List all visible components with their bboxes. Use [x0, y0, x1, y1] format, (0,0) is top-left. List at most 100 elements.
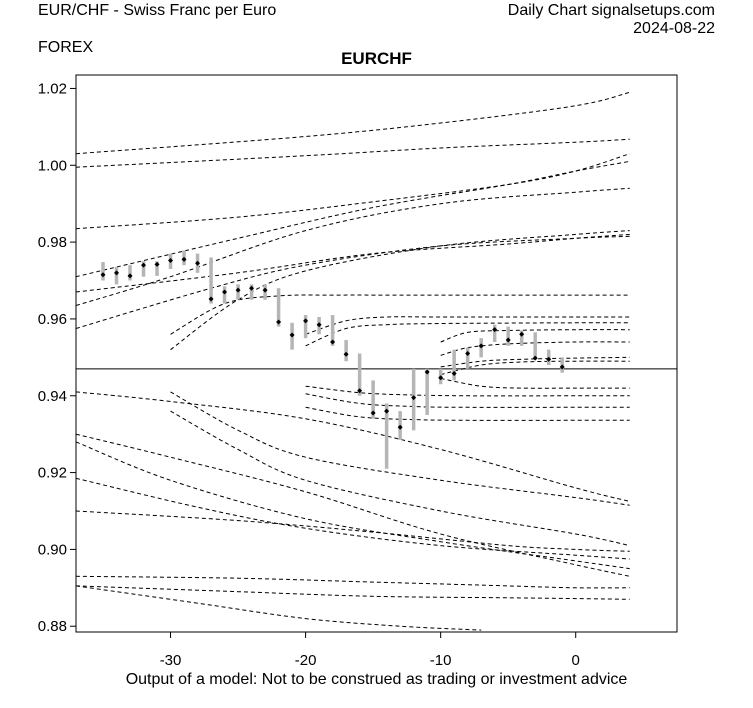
- projection-curve-23: [76, 433, 630, 577]
- close-marker: [343, 351, 349, 357]
- price-bar: [222, 286, 228, 304]
- close-marker: [478, 343, 484, 349]
- price-bar: [357, 353, 363, 396]
- price-bar: [465, 347, 471, 369]
- disclaimer: Output of a model: Not to be construed a…: [125, 671, 628, 688]
- price-bar: [532, 332, 538, 361]
- close-marker: [316, 322, 322, 328]
- close-marker: [411, 395, 417, 401]
- plot-frame: [75, 74, 678, 633]
- price-bar: [519, 330, 525, 346]
- price-bar: [397, 411, 403, 440]
- close-marker: [195, 260, 201, 266]
- projection-curve-27: [76, 575, 630, 589]
- projection-curve-28: [76, 585, 630, 600]
- projection-curve-10: [305, 316, 630, 335]
- close-marker: [370, 410, 376, 416]
- projection-curve-21: [170, 391, 630, 506]
- price-bar: [195, 253, 201, 273]
- close-marker: [100, 272, 106, 278]
- projection-curve-1: [76, 91, 630, 155]
- price-bar: [249, 284, 255, 300]
- price-bar: [262, 284, 268, 300]
- close-marker: [438, 375, 444, 381]
- price-bar: [181, 250, 187, 266]
- chart-title: EURCHF: [341, 49, 412, 68]
- projection-curve-5: [76, 187, 630, 306]
- x-tick-label: -20: [295, 652, 317, 669]
- y-tick-label: 0.96: [38, 311, 67, 328]
- close-marker: [492, 327, 498, 333]
- close-marker: [546, 356, 552, 362]
- close-marker: [465, 351, 471, 356]
- y-axis: 0.88 0.90 0.92 0.94 0.96 0.98 1.00 1.02: [38, 80, 76, 635]
- price-bar: [478, 338, 484, 358]
- price-bar: [276, 288, 282, 327]
- price-bar: [559, 357, 565, 373]
- projection-curve-26: [76, 510, 630, 552]
- projection-curve-2: [76, 138, 630, 168]
- projection-curve-20: [76, 391, 630, 502]
- close-marker: [208, 296, 214, 302]
- projection-curve-19: [305, 406, 630, 421]
- projection-curve-3: [76, 153, 630, 230]
- close-marker: [262, 287, 268, 293]
- projection-curve-16: [440, 378, 630, 389]
- close-marker: [397, 424, 403, 430]
- projection-curve-24: [76, 441, 630, 570]
- price-bar: [546, 349, 552, 366]
- projection-curve-9: [170, 294, 630, 335]
- price-bar: [330, 315, 336, 346]
- price-bar: [114, 267, 120, 285]
- price-bar: [316, 317, 322, 335]
- price-bar: [289, 322, 295, 350]
- chart-date: 2024-08-22: [633, 20, 715, 37]
- projection-curve-11: [305, 322, 630, 347]
- price-bar: [168, 253, 174, 269]
- y-tick-label: 0.94: [38, 388, 67, 405]
- close-marker: [289, 332, 295, 338]
- close-marker: [451, 370, 457, 376]
- x-tick-label: 0: [572, 652, 580, 669]
- price-bar: [451, 349, 457, 381]
- close-marker: [303, 318, 309, 324]
- close-marker: [276, 319, 282, 325]
- projection-curve-6: [76, 233, 630, 293]
- price-bar: [100, 262, 106, 281]
- close-marker: [559, 364, 565, 370]
- close-marker: [505, 337, 511, 343]
- close-marker: [532, 355, 538, 361]
- y-tick-label: 1.00: [38, 157, 67, 174]
- projection-curves: [76, 91, 630, 631]
- price-bar: [208, 257, 214, 304]
- x-axis: -30 -20 -10 0: [160, 632, 580, 669]
- close-marker: [168, 258, 174, 264]
- projection-curve-18: [305, 393, 630, 408]
- price-bar: [411, 368, 417, 431]
- close-marker: [222, 289, 228, 295]
- price-bar: [303, 315, 309, 339]
- price-bar: [424, 368, 430, 415]
- price-bar: [505, 326, 511, 346]
- y-tick-label: 0.90: [38, 541, 67, 558]
- projection-curve-17: [305, 385, 630, 397]
- close-marker: [181, 256, 187, 262]
- y-tick-label: 1.02: [38, 80, 67, 97]
- price-bar: [235, 284, 241, 300]
- close-marker: [127, 273, 133, 279]
- close-marker: [154, 261, 160, 267]
- y-tick-label: 0.92: [38, 465, 67, 482]
- close-marker: [424, 369, 430, 375]
- price-bar: [343, 340, 349, 362]
- chart-provider: Daily Chart signalsetups.com: [507, 2, 715, 19]
- price-bar: [141, 261, 147, 277]
- close-marker: [249, 285, 255, 291]
- close-marker: [114, 270, 120, 276]
- price-bar: [384, 403, 390, 469]
- projection-curve-4: [76, 160, 630, 278]
- price-bar: [438, 368, 444, 385]
- projection-curve-25: [76, 477, 630, 560]
- projection-curve-7: [76, 235, 630, 329]
- market-category: FOREX: [38, 39, 94, 56]
